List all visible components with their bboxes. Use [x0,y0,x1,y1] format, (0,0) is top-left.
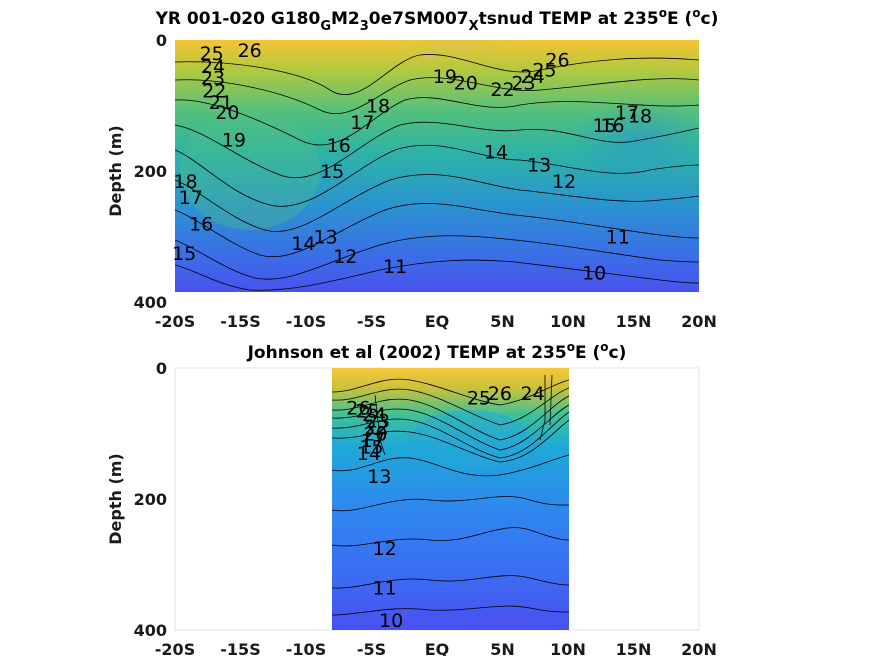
contour-label: 21 [209,92,233,114]
x-ticks-1: -20S -15S -10S -5S EQ 5N 10N 15N 20N [155,312,717,331]
contour-label: 15 [320,161,344,183]
x-tick-label: -5S [357,312,386,331]
heatmap-field-2 [332,368,569,630]
contour-label: 15 [172,243,196,265]
contour-label: 22 [202,80,226,102]
heatmap-field-1 [175,40,699,292]
contour-label: 24 [521,383,545,405]
contour-label: 23 [366,410,390,432]
panel-johnson: Johnson et al (2002) TEMP at 235oE (oc) [106,340,717,656]
contour-label: 24 [201,56,225,78]
contour-lines-2 [332,374,569,616]
contour-label: 26 [346,397,370,419]
contour-label: 11 [373,577,397,599]
contour-label: 17 [179,187,203,209]
contour-label: 14 [291,233,315,255]
contour-label: 11 [606,227,630,249]
contour-label: 20 [363,424,387,446]
contour-label: 19 [433,66,457,88]
contour-label: 17 [615,102,639,124]
y-axis-label-2: Depth (m) [106,453,125,545]
x-tick-label: -10S [286,312,326,331]
contour-label: 25 [467,387,491,409]
contour-label: 26 [238,40,262,62]
contour-label: 16 [189,213,213,235]
contour-label: 18 [173,171,197,193]
contour-label: 13 [314,227,338,249]
contour-label: 16 [600,115,624,137]
contour-label: 12 [373,538,397,560]
contour-label: 24 [521,66,545,88]
x-tick-label: -5S [357,640,386,656]
contour-label: 11 [383,256,407,278]
y-ticks-2: 0 200 400 [134,359,167,640]
x-tick-label: 20N [681,640,717,656]
x-tick-label: 15N [616,312,652,331]
contour-label: 25 [532,59,556,81]
x-tick-label: -20S [155,312,195,331]
panel-model: YR 001-020 G180GM230e7SM007Xtsnud TEMP a… [106,6,719,331]
contour-label: 10 [379,610,403,632]
x-tick-label: -15S [220,312,260,331]
y-tick-label: 0 [156,31,167,50]
y-axis-label-1: Depth (m) [106,125,125,217]
y-tick-label: 400 [134,621,167,640]
chart-title-2: Johnson et al (2002) TEMP at 235oE (oc) [247,340,627,363]
contour-label: 15 [359,437,383,459]
contour-label: 10 [582,263,606,285]
x-tick-label: -15S [220,640,260,656]
contour-label: 26 [488,383,512,405]
contour-label: 22 [490,79,514,101]
contour-label: 12 [552,171,576,193]
contour-label: 12 [333,246,357,268]
contour-label: 16 [327,135,351,157]
x-tick-label: -10S [286,640,326,656]
contour-lines-1 [175,54,699,291]
x-tick-label: 5N [490,312,515,331]
x-tick-label: EQ [425,640,450,656]
x-ticks-2: -20S -15S -10S -5S EQ 5N 10N 15N 20N [155,640,717,656]
contour-label: 17 [350,112,374,134]
y-ticks-1: 0 200 400 [134,31,167,312]
contour-label: 25 [200,43,224,65]
y-tick-label: 0 [156,359,167,378]
x-tick-label: 10N [550,640,586,656]
contour-label: 18 [366,96,390,118]
x-tick-label: EQ [425,312,450,331]
contour-label: 26 [545,50,569,72]
x-tick-label: 20N [681,312,717,331]
x-tick-label: 15N [616,640,652,656]
y-tick-label: 200 [134,162,167,181]
contour-label: 14 [484,141,508,163]
contour-label: 20 [215,102,239,124]
contour-label: 13 [367,466,391,488]
contour-label: 20 [454,73,478,95]
contour-label: 15 [593,115,617,137]
x-tick-label: -20S [155,640,195,656]
y-tick-label: 400 [134,293,167,312]
contour-label: 13 [527,154,551,176]
contour-label: 25 [355,401,379,423]
contour-label: 17 [361,430,385,452]
contour-label: 23 [511,73,535,95]
x-tick-label: 5N [490,640,515,656]
contour-label: 23 [201,67,225,89]
contour-label: 14 [357,443,381,465]
y-tick-label: 200 [134,490,167,509]
x-tick-label: 10N [550,312,586,331]
contour-label: 22 [365,417,389,439]
contour-label: 18 [628,105,652,127]
chart-title-1: YR 001-020 G180GM230e7SM007Xtsnud TEMP a… [155,6,719,34]
contour-label: 19 [222,130,246,152]
contour-label: 24 [362,404,386,426]
